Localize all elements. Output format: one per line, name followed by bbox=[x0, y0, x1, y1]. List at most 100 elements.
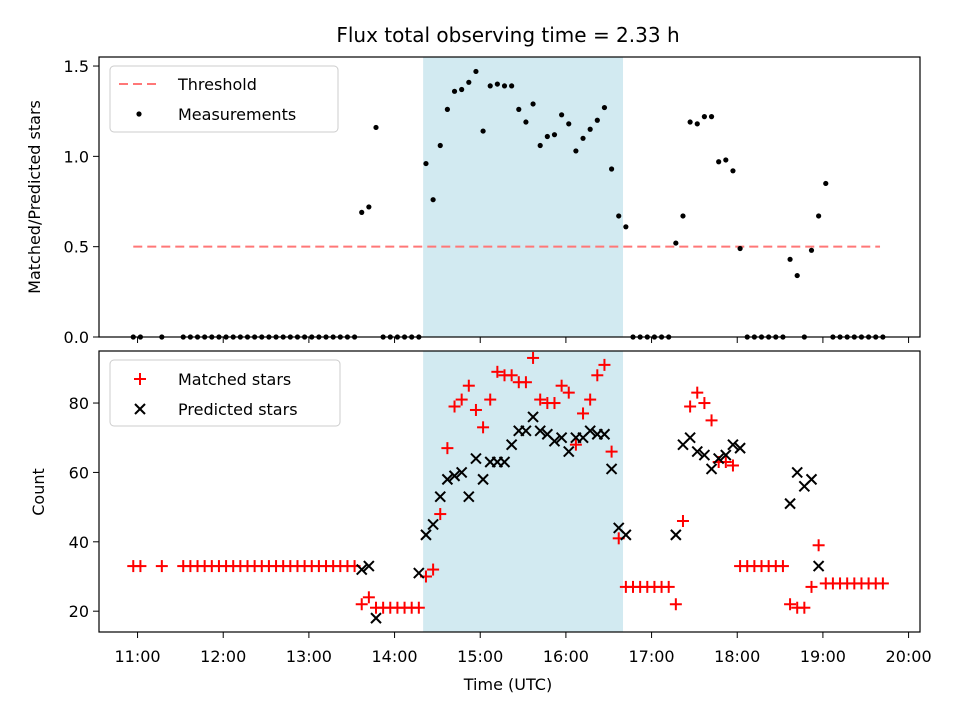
measurement-point bbox=[723, 157, 729, 163]
predicted-star-point bbox=[584, 425, 596, 437]
measurement-point bbox=[616, 213, 622, 219]
measurement-point bbox=[730, 168, 736, 174]
measurement-point bbox=[716, 159, 722, 165]
predicted-star-point bbox=[805, 473, 818, 486]
predicted-star-point bbox=[420, 529, 432, 541]
measurement-point bbox=[823, 180, 829, 187]
measurement-point bbox=[573, 148, 579, 154]
matched-star-point bbox=[505, 369, 518, 382]
predicted-star-point bbox=[356, 563, 368, 576]
measurement-point bbox=[451, 88, 458, 94]
matched-star-point bbox=[548, 397, 561, 410]
matched-star-point bbox=[412, 601, 425, 614]
predicted-star-point bbox=[812, 560, 825, 572]
predicted-star-point bbox=[520, 425, 532, 437]
measurement-point bbox=[687, 119, 693, 125]
predicted-star-point bbox=[791, 466, 803, 479]
measurement-point bbox=[430, 197, 436, 203]
matched-star-point bbox=[698, 397, 711, 410]
measurement-point bbox=[530, 101, 536, 107]
predicted-star-point bbox=[670, 529, 682, 541]
measurement-point bbox=[816, 213, 822, 219]
matched-star-point bbox=[662, 580, 675, 593]
predicted-star-point bbox=[548, 435, 561, 447]
predicted-star-point bbox=[427, 518, 439, 531]
y-tick-label: 80 bbox=[69, 394, 89, 413]
matched-star-point bbox=[562, 386, 575, 399]
predicted-star-point bbox=[727, 438, 739, 451]
predicted-star-point bbox=[477, 473, 489, 486]
bottom-legend: Matched stars Predicted stars bbox=[109, 359, 341, 427]
measurement-point bbox=[480, 128, 486, 134]
matched-star-point bbox=[577, 407, 590, 420]
measurement-point bbox=[509, 83, 515, 89]
y-tick-label: 20 bbox=[69, 602, 89, 621]
predicted-star-point bbox=[620, 529, 632, 541]
measurement-point bbox=[708, 114, 715, 120]
measurement-point bbox=[680, 213, 686, 219]
measurement-point bbox=[523, 119, 529, 125]
predicted-star-point bbox=[455, 466, 468, 479]
measurement-point bbox=[601, 104, 608, 111]
bottom-legend-box bbox=[109, 359, 341, 427]
matched-star-point bbox=[598, 358, 611, 371]
legend-predicted-label: Predicted stars bbox=[178, 400, 298, 419]
matched-star-point bbox=[427, 563, 440, 576]
matched-star-point bbox=[491, 365, 504, 378]
matched-star-point bbox=[805, 580, 818, 593]
measurement-point bbox=[487, 83, 493, 89]
matched-star-point bbox=[462, 379, 475, 392]
x-tick-label: 17:00 bbox=[629, 647, 675, 666]
bottom-y-axis-label: Count bbox=[29, 468, 48, 516]
measurement-point bbox=[559, 112, 565, 118]
bottom-shaded-span bbox=[423, 351, 624, 632]
measurement-point bbox=[566, 121, 572, 127]
predicted-star-point bbox=[463, 490, 475, 503]
x-tick-label: 16:00 bbox=[543, 647, 589, 666]
matched-star-point bbox=[784, 598, 797, 611]
predicted-star-point bbox=[698, 449, 711, 461]
y-tick-label: 0.5 bbox=[64, 238, 89, 257]
legend-predicted-swatch bbox=[134, 403, 146, 415]
predicted-star-point bbox=[505, 438, 518, 451]
y-tick-label: 0.0 bbox=[64, 328, 89, 347]
predicted-star-point bbox=[534, 425, 546, 437]
predicted-star-point bbox=[370, 612, 382, 624]
matched-star-point bbox=[705, 414, 718, 427]
matched-star-point bbox=[477, 421, 490, 434]
top-shaded-span bbox=[423, 57, 624, 337]
predicted-star-point bbox=[470, 452, 482, 465]
y-tick-label: 1.5 bbox=[64, 57, 89, 76]
matched-star-point bbox=[155, 560, 168, 573]
matched-star-point bbox=[555, 379, 568, 392]
predicted-star-point bbox=[705, 463, 718, 475]
x-tick-label: 12:00 bbox=[200, 647, 246, 666]
predicted-star-point bbox=[598, 428, 611, 440]
measurement-point bbox=[737, 245, 743, 252]
predicted-star-point bbox=[441, 473, 454, 486]
measurement-point bbox=[608, 166, 615, 172]
measurement-point bbox=[366, 204, 372, 210]
matched-star-point bbox=[876, 577, 889, 590]
y-tick-label: 1.0 bbox=[64, 147, 89, 166]
matched-star-point bbox=[676, 514, 689, 527]
top-axes-frame bbox=[98, 56, 921, 338]
measurement-point bbox=[373, 124, 379, 131]
predicted-star-point bbox=[498, 456, 511, 468]
measurement-point bbox=[808, 247, 815, 253]
measurement-point bbox=[544, 133, 550, 140]
measurement-point bbox=[466, 79, 472, 85]
matched-star-point bbox=[455, 393, 468, 406]
predicted-star-point bbox=[527, 411, 539, 423]
legend-measurements-label: Measurements bbox=[178, 105, 296, 124]
matched-star-point bbox=[534, 393, 547, 406]
matched-star-point bbox=[484, 393, 497, 406]
measurement-point bbox=[359, 209, 365, 215]
predicted-star-point bbox=[720, 449, 732, 461]
predicted-star-point bbox=[605, 463, 618, 475]
matched-star-point bbox=[469, 403, 482, 416]
x-axis-label: Time (UTC) bbox=[463, 675, 552, 694]
matched-star-point bbox=[798, 601, 811, 614]
matched-star-point bbox=[134, 560, 147, 573]
